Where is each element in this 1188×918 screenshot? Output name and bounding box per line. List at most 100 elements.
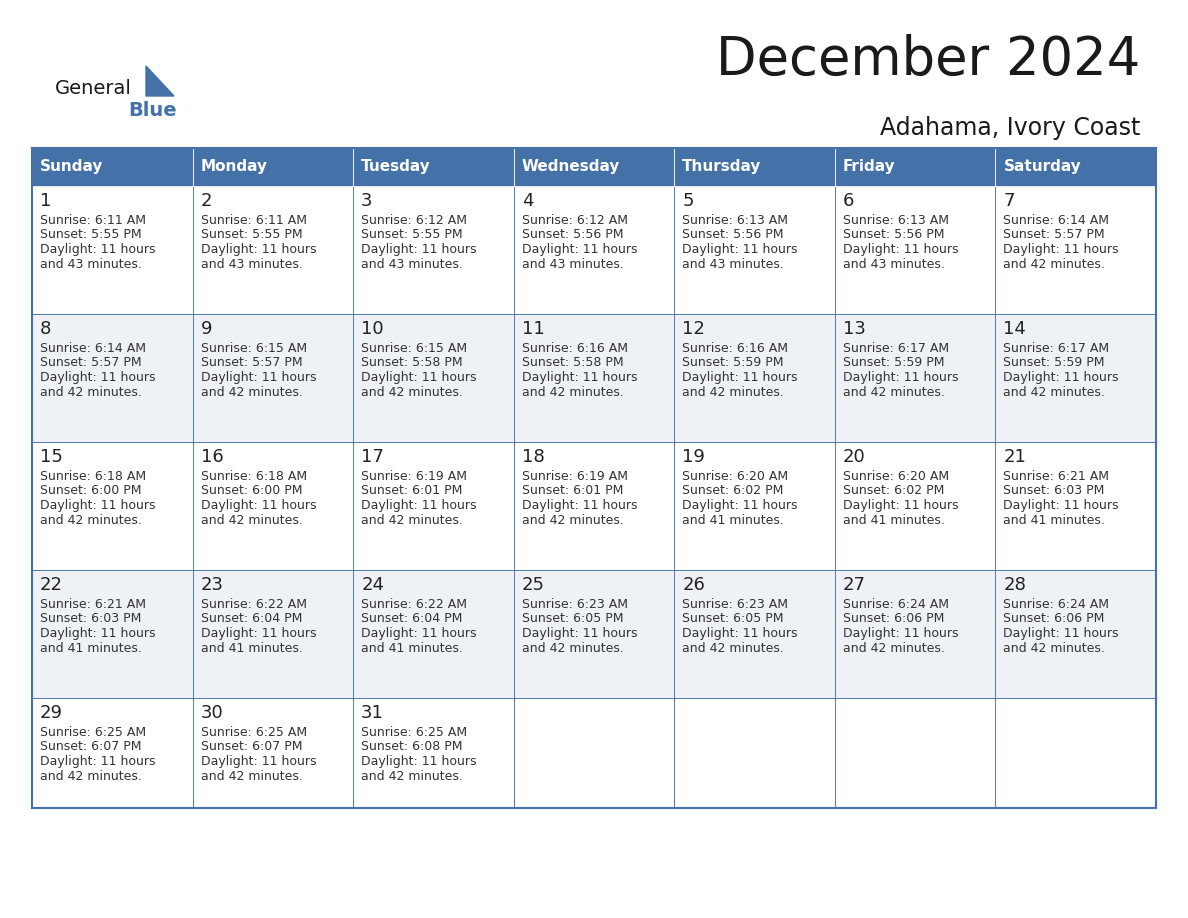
Text: Daylight: 11 hours: Daylight: 11 hours: [361, 755, 476, 768]
Text: Sunset: 5:56 PM: Sunset: 5:56 PM: [522, 229, 624, 241]
Text: Sunrise: 6:17 AM: Sunrise: 6:17 AM: [1004, 342, 1110, 355]
Text: Sunrise: 6:20 AM: Sunrise: 6:20 AM: [842, 470, 949, 483]
Text: Adahama, Ivory Coast: Adahama, Ivory Coast: [879, 116, 1140, 140]
Text: and 42 minutes.: and 42 minutes.: [682, 642, 784, 655]
Text: Sunrise: 6:12 AM: Sunrise: 6:12 AM: [522, 214, 627, 227]
Text: Sunset: 5:58 PM: Sunset: 5:58 PM: [522, 356, 624, 370]
Text: Daylight: 11 hours: Daylight: 11 hours: [201, 755, 316, 768]
Text: and 41 minutes.: and 41 minutes.: [1004, 513, 1105, 527]
Text: Daylight: 11 hours: Daylight: 11 hours: [40, 499, 156, 512]
Text: Thursday: Thursday: [682, 160, 762, 174]
Text: and 42 minutes.: and 42 minutes.: [201, 513, 303, 527]
Text: and 41 minutes.: and 41 minutes.: [201, 642, 303, 655]
Text: Sunset: 6:05 PM: Sunset: 6:05 PM: [522, 612, 624, 625]
Text: and 43 minutes.: and 43 minutes.: [682, 258, 784, 271]
Text: Sunset: 5:58 PM: Sunset: 5:58 PM: [361, 356, 463, 370]
Text: 28: 28: [1004, 576, 1026, 594]
Text: Sunset: 6:00 PM: Sunset: 6:00 PM: [40, 485, 141, 498]
Text: 17: 17: [361, 448, 384, 466]
Text: Daylight: 11 hours: Daylight: 11 hours: [40, 627, 156, 640]
Text: Daylight: 11 hours: Daylight: 11 hours: [1004, 627, 1119, 640]
Bar: [996, 148, 1156, 186]
Text: Daylight: 11 hours: Daylight: 11 hours: [1004, 499, 1119, 512]
Text: Daylight: 11 hours: Daylight: 11 hours: [522, 627, 637, 640]
Text: Sunset: 6:02 PM: Sunset: 6:02 PM: [842, 485, 944, 498]
Text: 14: 14: [1004, 320, 1026, 338]
Bar: [353, 698, 513, 808]
Text: and 41 minutes.: and 41 minutes.: [40, 642, 141, 655]
Text: and 42 minutes.: and 42 minutes.: [1004, 386, 1105, 398]
Text: Sunset: 5:57 PM: Sunset: 5:57 PM: [40, 356, 141, 370]
Text: Tuesday: Tuesday: [361, 160, 431, 174]
Text: 11: 11: [522, 320, 544, 338]
Bar: [32, 148, 1156, 808]
Text: and 42 minutes.: and 42 minutes.: [201, 386, 303, 398]
Text: Sunrise: 6:23 AM: Sunrise: 6:23 AM: [522, 598, 627, 611]
Text: Sunrise: 6:11 AM: Sunrise: 6:11 AM: [40, 214, 146, 227]
Text: Sunset: 6:01 PM: Sunset: 6:01 PM: [522, 485, 623, 498]
Text: Daylight: 11 hours: Daylight: 11 hours: [682, 371, 798, 384]
Text: 20: 20: [842, 448, 866, 466]
Text: 22: 22: [40, 576, 63, 594]
Bar: [675, 570, 835, 698]
Text: 6: 6: [842, 192, 854, 210]
Text: Sunset: 6:02 PM: Sunset: 6:02 PM: [682, 485, 784, 498]
Text: Sunrise: 6:25 AM: Sunrise: 6:25 AM: [40, 726, 146, 739]
Text: 18: 18: [522, 448, 544, 466]
Bar: [192, 570, 353, 698]
Text: Sunset: 5:57 PM: Sunset: 5:57 PM: [1004, 229, 1105, 241]
Text: and 42 minutes.: and 42 minutes.: [522, 386, 624, 398]
Text: and 42 minutes.: and 42 minutes.: [201, 769, 303, 782]
Bar: [835, 186, 996, 314]
Text: 3: 3: [361, 192, 373, 210]
Text: 10: 10: [361, 320, 384, 338]
Bar: [513, 442, 675, 570]
Text: Sunset: 5:59 PM: Sunset: 5:59 PM: [1004, 356, 1105, 370]
Text: 15: 15: [40, 448, 63, 466]
Text: Sunday: Sunday: [40, 160, 103, 174]
Text: Daylight: 11 hours: Daylight: 11 hours: [361, 499, 476, 512]
Bar: [32, 442, 192, 570]
Bar: [32, 186, 192, 314]
Text: and 43 minutes.: and 43 minutes.: [40, 258, 141, 271]
Text: 13: 13: [842, 320, 866, 338]
Text: Daylight: 11 hours: Daylight: 11 hours: [40, 243, 156, 256]
Text: Daylight: 11 hours: Daylight: 11 hours: [682, 499, 798, 512]
Bar: [675, 314, 835, 442]
Text: Sunset: 6:03 PM: Sunset: 6:03 PM: [40, 612, 141, 625]
Text: Sunset: 6:07 PM: Sunset: 6:07 PM: [40, 741, 141, 754]
Text: 23: 23: [201, 576, 223, 594]
Bar: [353, 148, 513, 186]
Text: and 42 minutes.: and 42 minutes.: [1004, 258, 1105, 271]
Text: Sunrise: 6:19 AM: Sunrise: 6:19 AM: [522, 470, 627, 483]
Text: Daylight: 11 hours: Daylight: 11 hours: [201, 243, 316, 256]
Text: Friday: Friday: [842, 160, 896, 174]
Text: Daylight: 11 hours: Daylight: 11 hours: [1004, 243, 1119, 256]
Text: 12: 12: [682, 320, 706, 338]
Text: Sunrise: 6:19 AM: Sunrise: 6:19 AM: [361, 470, 467, 483]
Text: Daylight: 11 hours: Daylight: 11 hours: [361, 627, 476, 640]
Text: Daylight: 11 hours: Daylight: 11 hours: [40, 755, 156, 768]
Text: Sunrise: 6:25 AM: Sunrise: 6:25 AM: [201, 726, 307, 739]
Text: 26: 26: [682, 576, 706, 594]
Text: and 41 minutes.: and 41 minutes.: [361, 642, 463, 655]
Text: December 2024: December 2024: [715, 34, 1140, 86]
Text: and 42 minutes.: and 42 minutes.: [1004, 642, 1105, 655]
Bar: [192, 442, 353, 570]
Text: and 42 minutes.: and 42 minutes.: [842, 642, 944, 655]
Bar: [675, 148, 835, 186]
Text: Sunrise: 6:13 AM: Sunrise: 6:13 AM: [682, 214, 789, 227]
Bar: [996, 186, 1156, 314]
Text: Daylight: 11 hours: Daylight: 11 hours: [201, 627, 316, 640]
Text: Sunrise: 6:14 AM: Sunrise: 6:14 AM: [40, 342, 146, 355]
Text: Daylight: 11 hours: Daylight: 11 hours: [522, 499, 637, 512]
Bar: [835, 442, 996, 570]
Text: 31: 31: [361, 704, 384, 722]
Text: 2: 2: [201, 192, 213, 210]
Text: Monday: Monday: [201, 160, 267, 174]
Text: and 43 minutes.: and 43 minutes.: [201, 258, 303, 271]
Text: Sunrise: 6:14 AM: Sunrise: 6:14 AM: [1004, 214, 1110, 227]
Text: Daylight: 11 hours: Daylight: 11 hours: [842, 371, 959, 384]
Bar: [353, 186, 513, 314]
Bar: [513, 148, 675, 186]
